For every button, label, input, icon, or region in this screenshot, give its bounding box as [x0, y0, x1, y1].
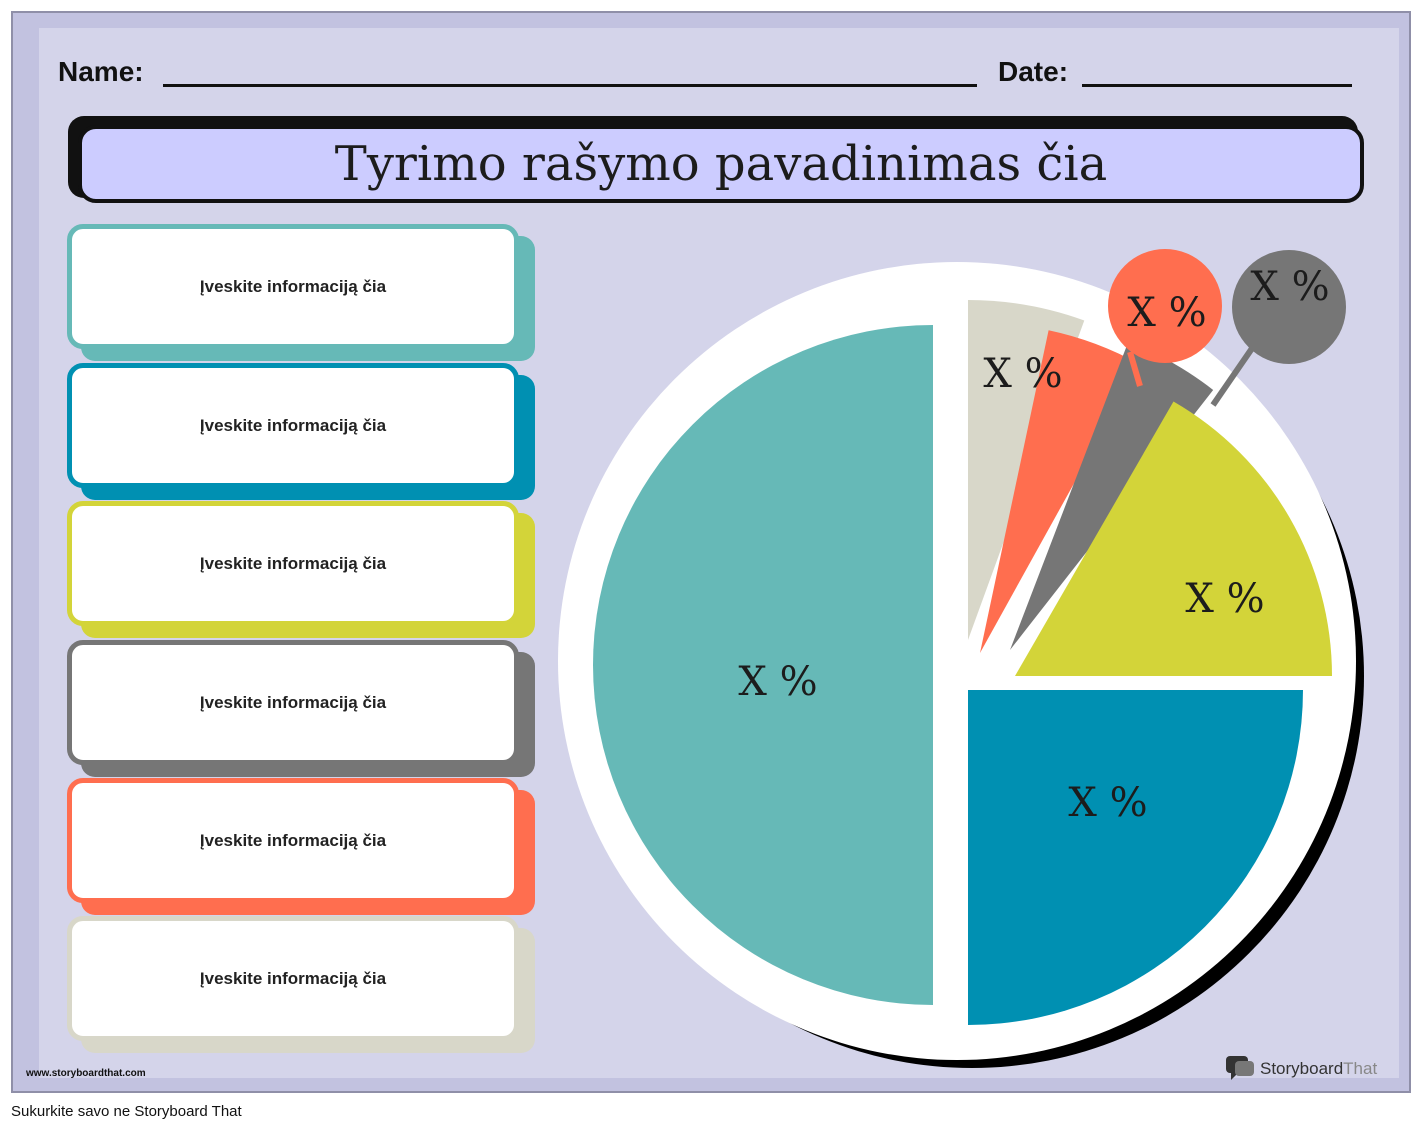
slice-label: X % — [1127, 290, 1206, 336]
info-card-text[interactable]: Įveskite informaciją čia — [67, 224, 519, 349]
pie-slice — [593, 325, 933, 1005]
speech-bubble-icon — [1226, 1056, 1254, 1080]
slice-label: X % — [738, 659, 817, 705]
footer-url[interactable]: www.storyboardthat.com — [26, 1068, 146, 1079]
slice-label: X % — [1068, 780, 1147, 826]
page-title[interactable]: Tyrimo rašymo pavadinimas čia — [78, 125, 1364, 203]
info-card-text[interactable]: Įveskite informaciją čia — [67, 916, 519, 1041]
callout-line — [1127, 351, 1143, 387]
pie-slice — [1010, 341, 1214, 650]
slice-label: X % — [1185, 576, 1264, 622]
callout-line — [1210, 342, 1258, 407]
pie-slice — [980, 330, 1140, 653]
info-card[interactable]: Įveskite informaciją čia — [67, 224, 535, 364]
pie-slice — [968, 690, 1303, 1025]
info-card[interactable]: Įveskite informaciją čia — [67, 640, 535, 780]
info-card-text[interactable]: Įveskite informaciją čia — [67, 501, 519, 626]
storyboardthat-logo[interactable]: Storyboard That — [1226, 1055, 1377, 1083]
brand-storyboard: Storyboard — [1260, 1059, 1344, 1078]
date-label: Date: — [998, 56, 1069, 87]
name-line[interactable] — [163, 84, 977, 87]
name-label: Name: — [58, 56, 144, 87]
slice-label: X % — [983, 351, 1062, 397]
pie-chart: X % X % X % X % X % X % — [558, 249, 1364, 1068]
info-card[interactable]: Įveskite informaciją čia — [67, 363, 535, 503]
info-card-text[interactable]: Įveskite informaciją čia — [67, 363, 519, 488]
info-card[interactable]: Įveskite informaciją čia — [67, 916, 535, 1056]
callout-bubble — [1108, 249, 1222, 363]
slice-label: X % — [1250, 264, 1329, 310]
pie-slice — [1015, 401, 1332, 676]
info-card-text[interactable]: Įveskite informaciją čia — [67, 640, 519, 765]
date-line[interactable] — [1082, 84, 1352, 87]
info-card[interactable]: Įveskite informaciją čia — [67, 501, 535, 641]
brand-that: That — [1343, 1059, 1378, 1078]
callout-bubble — [1232, 250, 1346, 364]
info-card-text[interactable]: Įveskite informaciją čia — [67, 778, 519, 903]
caption: Sukurkite savo ne Storyboard That — [11, 1103, 242, 1120]
info-card[interactable]: Įveskite informaciją čia — [67, 778, 535, 918]
